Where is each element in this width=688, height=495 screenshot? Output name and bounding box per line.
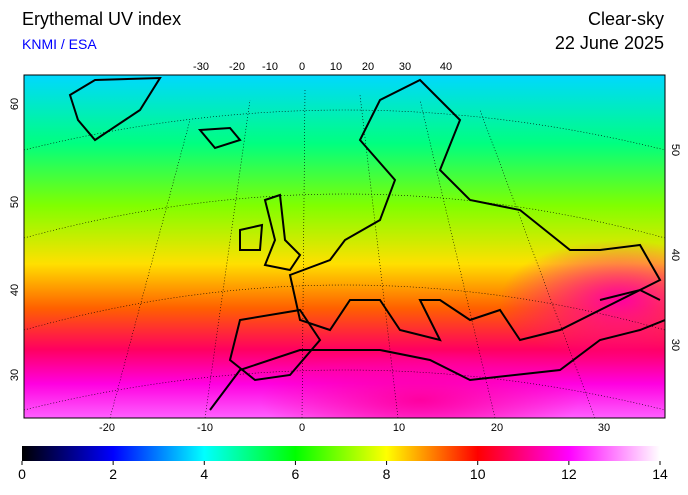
longitude-label: 10: [393, 422, 405, 434]
date: 22 June 2025: [555, 33, 664, 53]
colorbar-tick-label: 6: [292, 466, 300, 482]
longitude-label: -10: [262, 61, 278, 73]
longitude-label: 30: [399, 61, 411, 73]
longitude-label: 40: [440, 61, 452, 73]
map-field: [24, 75, 665, 418]
latitude-label: 40: [9, 284, 21, 296]
colorbar-tick-label: 14: [652, 466, 668, 482]
colorbar-tick-label: 0: [18, 466, 26, 482]
longitude-label: 10: [330, 61, 342, 73]
longitude-label: 20: [362, 61, 374, 73]
longitude-label: -30: [193, 61, 209, 73]
latitude-label: 50: [669, 144, 681, 156]
colorbar-tick-label: 10: [470, 466, 486, 482]
map-frame: [23, 74, 666, 419]
colorbar: [22, 446, 660, 461]
latitude-label: 50: [9, 196, 21, 208]
longitude-label: -20: [99, 422, 115, 434]
longitude-label: 0: [299, 61, 305, 73]
colorbar-tick-label: 8: [383, 466, 391, 482]
longitude-label: -20: [229, 61, 245, 73]
colorbar-tick-label: 2: [109, 466, 117, 482]
title: Erythemal UV index: [22, 9, 181, 29]
longitude-label: 0: [299, 422, 305, 434]
latitude-label: 40: [669, 249, 681, 261]
longitude-label: 30: [598, 422, 610, 434]
latitude-label: 60: [9, 98, 21, 110]
latitude-label: 30: [9, 369, 21, 381]
colorbar-tick-label: 4: [200, 466, 208, 482]
source: KNMI / ESA: [22, 36, 97, 52]
longitude-label: 20: [491, 422, 503, 434]
condition: Clear-sky: [588, 9, 664, 29]
colorbar-tick-label: 12: [561, 466, 577, 482]
longitude-label: -10: [197, 422, 213, 434]
latitude-label: 30: [669, 339, 681, 351]
